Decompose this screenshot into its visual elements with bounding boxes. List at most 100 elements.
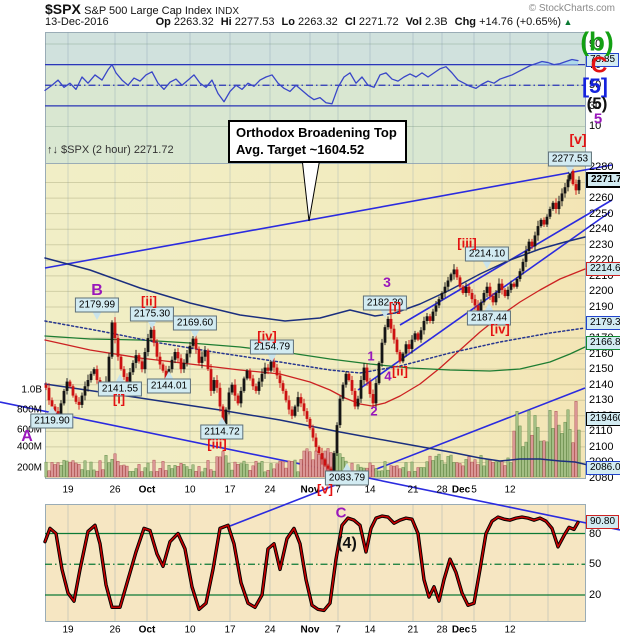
quote-value-lo: 2263.32 [294, 16, 338, 28]
axis-value-label: 2194602 [586, 412, 620, 426]
stochastic-axis-tick: 20 [589, 589, 602, 602]
date-label-bottom: Oct [138, 624, 156, 636]
date-label-bottom: Dec [451, 624, 471, 636]
price-axis-tick: 2260 [589, 192, 614, 205]
date-label-bottom: Nov [300, 624, 320, 636]
quote-value-hi: 2277.53 [231, 16, 275, 28]
rsi-axis-tick: 30 [589, 99, 602, 112]
price-axis-tick: 2100 [589, 440, 614, 453]
price-axis-tick: 2120 [589, 409, 614, 422]
date-label-bottom: 14 [364, 624, 376, 636]
date-label: Nov [300, 484, 320, 496]
rsi-axis-tick: 70 [589, 58, 602, 71]
stochastic-panel [45, 504, 586, 622]
price-axis-tick: 2200 [589, 285, 614, 298]
date-label: 7 [335, 484, 341, 496]
price-axis-tick: 2160 [589, 347, 614, 360]
stockcharts-watermark: © StockCharts.com [528, 3, 615, 14]
rsi-axis-tick: 90 [589, 38, 602, 50]
rsi-overbought-band [46, 33, 585, 66]
date-label-bottom: 17 [224, 624, 236, 636]
wave-label: A [21, 428, 33, 445]
date-label: 28 [436, 484, 448, 496]
price-panel [45, 163, 586, 479]
price-axis-tick: 2080 [589, 472, 614, 484]
date-label: 24 [264, 484, 276, 496]
quote-value-chg: +14.76 (+0.65%) [476, 16, 562, 28]
axis-value-label: 2271.72 [586, 172, 620, 188]
price-axis-tick: 2210 [589, 269, 614, 282]
quote-value-cl: 2271.72 [355, 16, 399, 28]
volume-axis-label: 400M [16, 441, 42, 453]
symbol: $SPX [45, 1, 81, 17]
date-label-bottom: 19 [62, 624, 74, 636]
date-label-bottom: 12 [504, 624, 516, 636]
quote-value-op: 2263.32 [170, 16, 214, 28]
axis-value-label: 2179.38 [586, 316, 620, 330]
axis-value-label: 2214.65 [586, 262, 620, 276]
quote-label-vol: Vol [405, 16, 422, 28]
axis-value-label: 2086.02 [586, 461, 620, 475]
quote-label-op: Op [155, 16, 171, 28]
date-label: 26 [109, 484, 121, 496]
stochastic-axis-tick: 50 [589, 558, 602, 571]
date-label: 21 [407, 484, 419, 496]
rsi-axis-tick: 50 [589, 79, 602, 92]
quote-line: 13-Dec-2016 Op 2263.32 Hi 2277.53 Lo 2263.3… [45, 16, 605, 28]
date-label: 14 [364, 484, 376, 496]
change-up-arrow-icon: ▲ [561, 17, 573, 27]
price-axis-tick: 2140 [589, 378, 614, 391]
wave-label: [v] [317, 481, 333, 497]
date-label-bottom: 24 [264, 624, 276, 636]
quote-value-vol: 2.3B [421, 16, 448, 28]
wave-label: C [590, 51, 608, 78]
quote-label-chg: Chg [454, 16, 477, 28]
date-label-bottom: 21 [407, 624, 419, 636]
date-label-bottom: 7 [335, 624, 341, 636]
axis-value-label: 73.85 [586, 53, 620, 67]
stochastic-axis-tick: 80 [589, 527, 602, 540]
volume-axis-label: 800M [16, 404, 42, 416]
price-axis-tick: 2240 [589, 223, 614, 236]
date-label: Dec [451, 484, 471, 496]
quote-label-hi: Hi [220, 16, 232, 28]
date-label-bottom: 28 [436, 624, 448, 636]
volume-axis-label: 1.0B [21, 384, 42, 396]
volume-axis-label: 600M [16, 424, 42, 436]
volume-axis-label: 200M [16, 462, 42, 474]
price-axis-tick: 2190 [589, 300, 614, 313]
date-label: 5 [471, 484, 477, 496]
date-label: 12 [504, 484, 516, 496]
date-label: 17 [224, 484, 236, 496]
wave-label: (5) [586, 94, 608, 113]
chart-title: ↑↓ $SPX (2 hour) 2271.72 [47, 144, 174, 156]
quote-date: 13-Dec-2016 [45, 16, 109, 28]
price-axis-tick: 2090 [589, 456, 614, 469]
price-axis-tick: 2280 [589, 161, 614, 173]
date-label: 19 [62, 484, 74, 496]
price-axis-tick: 2110 [589, 425, 613, 438]
quote-label-lo: Lo [281, 16, 295, 28]
date-label-bottom: 26 [109, 624, 121, 636]
price-axis-tick: 2150 [589, 363, 614, 376]
price-axis-tick: 2270 [589, 176, 614, 189]
symbol-name: S&P 500 Large Cap Index [84, 5, 212, 17]
date-label-bottom: 5 [471, 624, 477, 636]
wave-label: [5] [582, 75, 608, 98]
price-axis-tick: 2220 [589, 254, 614, 267]
exchange: INDX [215, 6, 240, 17]
price-axis-tick: 2250 [589, 207, 614, 220]
date-label: Oct [138, 484, 156, 496]
price-axis-tick: 2180 [589, 316, 614, 329]
rsi-axis-tick: 10 [589, 120, 602, 133]
price-axis-tick: 2130 [589, 394, 614, 407]
date-label-bottom: 10 [184, 624, 196, 636]
wave-label: 5 [593, 110, 603, 128]
axis-value-label: 90.80 [586, 515, 620, 529]
price-axis-tick: 2170 [589, 332, 614, 345]
quote-label-cl: Cl [344, 16, 356, 28]
axis-value-label: 2166.88 [586, 336, 620, 350]
date-label: 10 [184, 484, 196, 496]
price-axis-tick: 2230 [589, 238, 614, 251]
